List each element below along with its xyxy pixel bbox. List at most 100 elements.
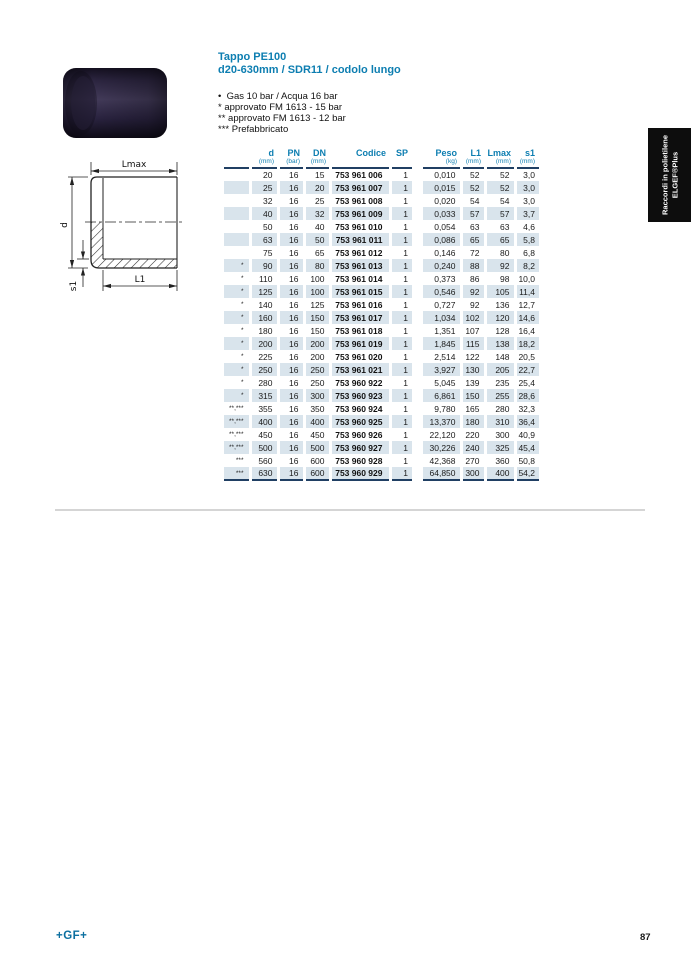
cell-sp: 1 bbox=[388, 415, 412, 428]
cell-peso: 0,015 bbox=[419, 181, 461, 194]
cell-sp: 1 bbox=[388, 389, 412, 402]
table-row: 75 16 65 753 961 012 1 0,146 72 80 6,8 bbox=[224, 246, 539, 259]
cell-d: 200 bbox=[248, 337, 278, 350]
table-row: 63 16 50 753 961 011 1 0,086 65 65 5,8 bbox=[224, 233, 539, 246]
table-row: *** 630 16 600 753 960 929 1 64,850 300 … bbox=[224, 467, 539, 481]
table-row: * 180 16 150 753 961 018 1 1,351 107 128… bbox=[224, 324, 539, 337]
col-header-pn: PN bbox=[287, 148, 300, 158]
cell-dn: 100 bbox=[302, 285, 330, 298]
cell-s1: 18,2 bbox=[513, 337, 539, 350]
cell-marker: * bbox=[240, 353, 244, 360]
cell-sp: 1 bbox=[388, 168, 412, 181]
cell-pn: 16 bbox=[276, 324, 304, 337]
cell-pn: 16 bbox=[276, 402, 304, 415]
table-row: 25 16 20 753 961 007 1 0,015 52 52 3,0 bbox=[224, 181, 539, 194]
table-row: 50 16 40 753 961 010 1 0,054 63 63 4,6 bbox=[224, 220, 539, 233]
col-unit-l1: (mm) bbox=[461, 158, 485, 169]
cell-sp: 1 bbox=[388, 337, 412, 350]
cell-sp: 1 bbox=[388, 285, 412, 298]
cell-s1: 20,5 bbox=[513, 350, 539, 363]
cell-peso: 0,020 bbox=[419, 194, 461, 207]
cell-marker bbox=[224, 168, 250, 181]
cell-peso: 22,120 bbox=[419, 428, 461, 441]
cell-sp: 1 bbox=[388, 376, 412, 389]
cell-marker: * bbox=[224, 337, 250, 350]
cell-s1: 28,6 bbox=[513, 389, 539, 402]
col-unit-marker bbox=[224, 158, 250, 169]
cell-pn: 16 bbox=[276, 220, 304, 233]
table-row: 32 16 25 753 961 008 1 0,020 54 54 3,0 bbox=[224, 194, 539, 207]
cell-d: 125 bbox=[248, 285, 278, 298]
table-body: 20 16 15 753 961 006 1 0,010 52 52 3,0 2… bbox=[224, 168, 539, 481]
cell-l1: 150 bbox=[459, 389, 485, 402]
cell-gap bbox=[412, 467, 421, 480]
product-photo-cap bbox=[63, 68, 167, 138]
cell-codice: 753 961 017 bbox=[328, 311, 390, 324]
cell-codice: 753 960 924 bbox=[328, 402, 390, 415]
col-header-lmax: Lmax bbox=[487, 148, 511, 158]
cell-peso: 0,054 bbox=[419, 220, 461, 233]
cell-s1: 3,0 bbox=[513, 168, 539, 181]
cell-marker: * bbox=[224, 259, 250, 272]
cell-pn: 16 bbox=[276, 298, 304, 311]
cell-l1: 300 bbox=[459, 467, 485, 481]
cell-gap bbox=[412, 415, 421, 428]
cell-gap bbox=[412, 220, 421, 233]
cell-d: 560 bbox=[248, 454, 278, 467]
cell-gap bbox=[412, 298, 421, 311]
cell-gap bbox=[412, 350, 421, 363]
cell-d: 450 bbox=[248, 428, 278, 441]
note-line: ** approvato FM 1613 - 12 bar bbox=[218, 113, 346, 124]
cell-l1: 240 bbox=[459, 441, 485, 454]
table-row: *** 560 16 600 753 960 928 1 42,368 270 … bbox=[224, 454, 539, 467]
table-row: * 90 16 80 753 961 013 1 0,240 88 92 8,2 bbox=[224, 259, 539, 272]
col-header-sp: SP bbox=[395, 148, 408, 158]
cell-lmax: 280 bbox=[483, 402, 515, 415]
table-row: * 160 16 150 753 961 017 1 1,034 102 120… bbox=[224, 311, 539, 324]
cell-gap bbox=[412, 285, 421, 298]
cell-sp: 1 bbox=[388, 233, 412, 246]
cell-codice: 753 961 020 bbox=[328, 350, 390, 363]
col-gap bbox=[412, 158, 421, 168]
cell-dn: 250 bbox=[302, 363, 330, 376]
cell-marker bbox=[224, 207, 250, 220]
col-header-d: d bbox=[268, 148, 275, 158]
cell-dn: 25 bbox=[302, 194, 330, 207]
cell-dn: 20 bbox=[302, 181, 330, 194]
cell-pn: 16 bbox=[276, 233, 304, 246]
cell-l1: 57 bbox=[459, 207, 485, 220]
cell-d: 20 bbox=[248, 168, 278, 181]
cell-s1: 40,9 bbox=[513, 428, 539, 441]
cell-gap bbox=[412, 168, 421, 181]
cell-dn: 125 bbox=[302, 298, 330, 311]
title-block: Tappo PE100 d20-630mm / SDR11 / codolo l… bbox=[218, 51, 401, 77]
cell-sp: 1 bbox=[388, 441, 412, 454]
cell-lmax: 52 bbox=[483, 168, 515, 181]
chapter-tab-line1: Raccordi in polietilene bbox=[659, 134, 669, 216]
cell-marker: * bbox=[224, 285, 250, 298]
cell-dn: 200 bbox=[302, 337, 330, 350]
col-unit-codice bbox=[330, 158, 390, 169]
cell-codice: 753 961 010 bbox=[328, 220, 390, 233]
cell-lmax: 300 bbox=[483, 428, 515, 441]
col-unit-peso: (kg) bbox=[421, 158, 461, 169]
cell-sp: 1 bbox=[388, 402, 412, 415]
cell-d: 180 bbox=[248, 324, 278, 337]
dim-label-s1: s1 bbox=[69, 281, 79, 291]
cell-marker: * bbox=[240, 275, 244, 282]
cell-dn: 100 bbox=[302, 272, 330, 285]
cell-dn: 250 bbox=[302, 376, 330, 389]
cell-lmax: 136 bbox=[483, 298, 515, 311]
cell-s1: 12,7 bbox=[513, 298, 539, 311]
cell-l1: 107 bbox=[459, 324, 485, 337]
cell-l1: 92 bbox=[459, 298, 485, 311]
cell-l1: 180 bbox=[459, 415, 485, 428]
cell-pn: 16 bbox=[276, 194, 304, 207]
cell-l1: 270 bbox=[459, 454, 485, 467]
cell-dn: 500 bbox=[302, 441, 330, 454]
cell-marker: * bbox=[224, 311, 250, 324]
cell-lmax: 120 bbox=[483, 311, 515, 324]
cell-peso: 3,927 bbox=[419, 363, 461, 376]
table-row: 40 16 32 753 961 009 1 0,033 57 57 3,7 bbox=[224, 207, 539, 220]
cell-l1: 88 bbox=[459, 259, 485, 272]
